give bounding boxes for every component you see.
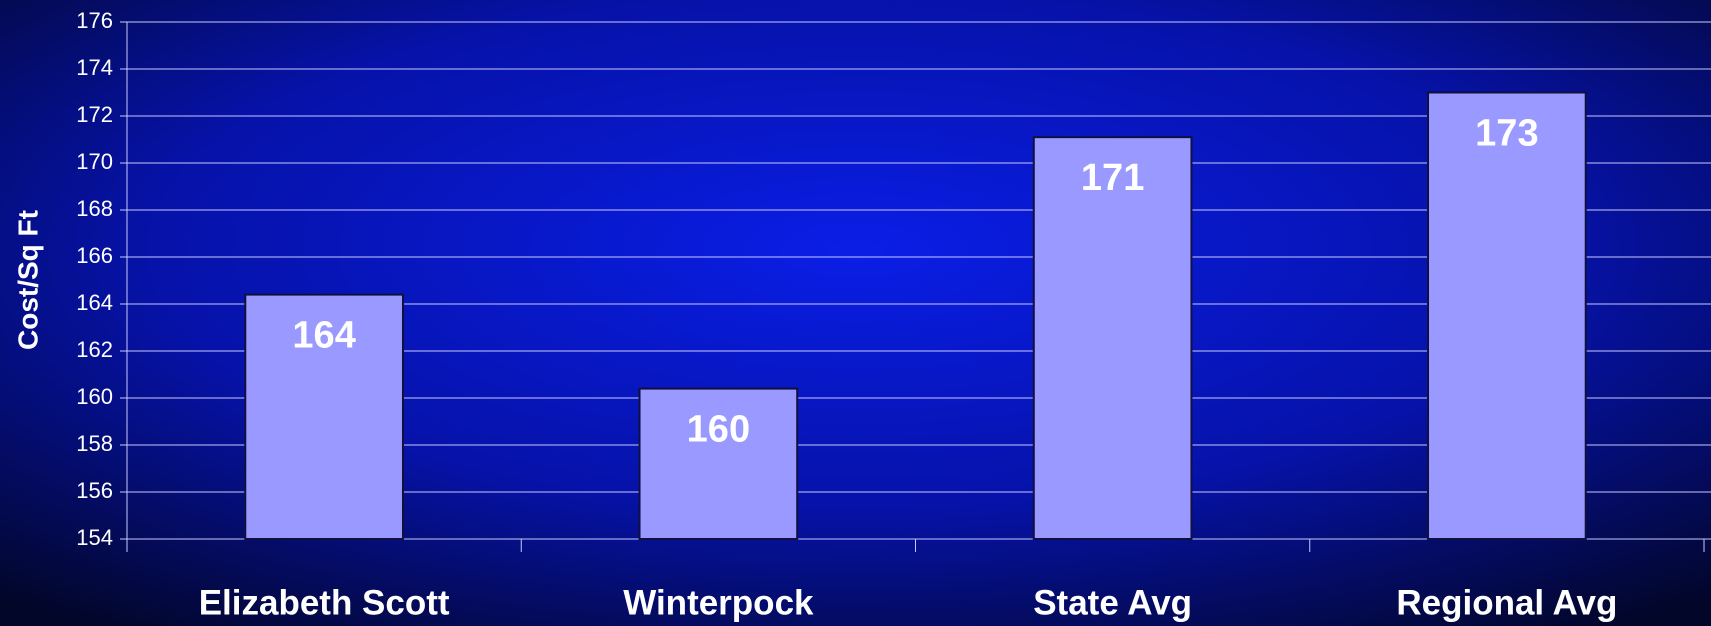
x-tick-label: Winterpock (623, 583, 814, 622)
value-label: 164 (292, 315, 355, 357)
y-tick-label: 174 (76, 55, 113, 80)
x-tick-label: Elizabeth Scott (199, 583, 450, 622)
y-tick-label: 172 (76, 102, 113, 127)
y-tick-label: 160 (76, 384, 113, 409)
y-tick-label: 168 (76, 196, 113, 221)
value-label: 173 (1475, 113, 1538, 155)
bar (638, 387, 799, 540)
y-tick-label: 162 (76, 337, 113, 362)
bar (244, 293, 404, 540)
y-tick-label: 158 (76, 431, 113, 456)
y-axis-label: Cost/Sq Ft (12, 210, 43, 350)
x-tick-label: State Avg (1033, 583, 1192, 622)
y-tick-label: 166 (76, 243, 113, 268)
y-tick-label: 154 (76, 525, 113, 550)
y-tick-label: 164 (76, 290, 113, 315)
x-tick-label: Regional Avg (1396, 583, 1617, 622)
value-label: 171 (1081, 157, 1144, 199)
bar (1032, 136, 1193, 540)
bar (1427, 91, 1587, 540)
y-tick-label: 176 (76, 8, 113, 33)
y-tick-label: 156 (76, 478, 113, 503)
y-tick-label: 170 (76, 149, 113, 174)
value-label: 160 (687, 409, 750, 451)
